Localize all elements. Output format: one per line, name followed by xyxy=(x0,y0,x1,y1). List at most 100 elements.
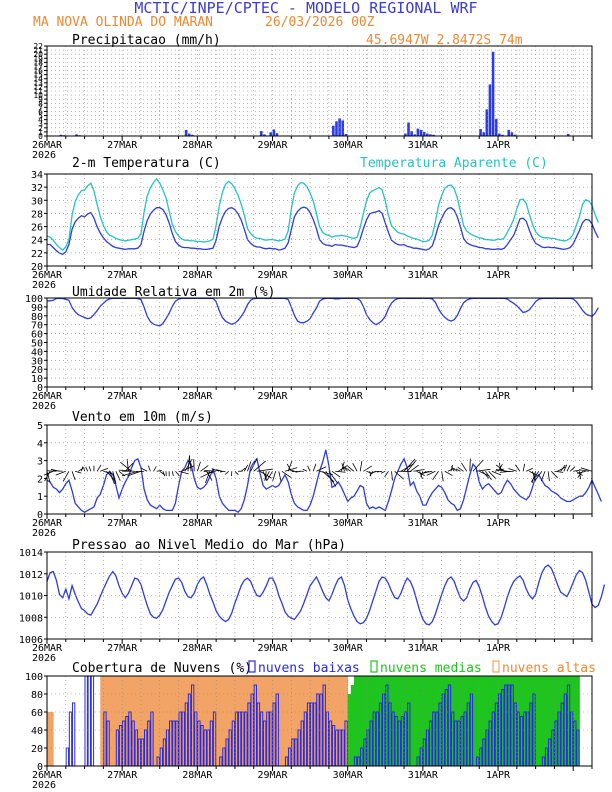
y-tick-label: 24 xyxy=(31,236,43,247)
pressure-frame xyxy=(46,551,593,640)
precip-bar xyxy=(184,129,188,136)
wind-vector xyxy=(482,471,490,479)
x-start-label: 26MAR xyxy=(32,518,63,529)
cloud-mid-bar xyxy=(353,676,358,766)
x-year-label: 2026 xyxy=(32,653,56,664)
wind-vector xyxy=(125,462,134,472)
cloud-mid-bar xyxy=(491,676,496,766)
y-tick-label: 3 xyxy=(37,457,43,468)
x-day-label: 30MAR xyxy=(333,518,364,529)
wind-vector xyxy=(331,470,341,478)
x-day-label: 28MAR xyxy=(182,770,213,781)
y-tick-label: 5 xyxy=(38,112,43,121)
temp-line xyxy=(47,206,599,256)
y-tick-label: 20 xyxy=(31,744,43,755)
precip-bar xyxy=(482,132,485,136)
wind-vector xyxy=(96,464,102,472)
precip-bar xyxy=(410,131,413,136)
cloud-high-bar xyxy=(156,676,161,766)
humidity-line xyxy=(47,297,599,327)
cloud-mid-bar xyxy=(469,676,474,766)
wind-vector xyxy=(243,464,248,472)
wind-vector xyxy=(569,466,576,472)
cloud-high-bar xyxy=(269,676,273,766)
cloud-mid-bar xyxy=(379,676,383,766)
y-tick-label: 100 xyxy=(25,294,43,305)
wind-vector xyxy=(498,462,502,472)
wind-vector xyxy=(531,471,540,482)
cloud-high-bar xyxy=(335,676,339,766)
x-day-label: 28MAR xyxy=(182,643,213,654)
cloud-mid-bar xyxy=(557,676,562,766)
x-day-label: 31MAR xyxy=(408,140,439,151)
x-day-label: 28MAR xyxy=(182,270,213,281)
wind-line xyxy=(46,449,602,514)
y-tick-label: 60 xyxy=(31,708,43,719)
wind-vector xyxy=(394,470,404,480)
cloud-low-bar xyxy=(87,675,91,767)
cloud-high-bar xyxy=(244,676,248,766)
wind-panel xyxy=(43,424,602,519)
x-day-label: 27MAR xyxy=(107,140,138,151)
cloud-mid-bar xyxy=(407,676,411,766)
y-tick-label: 100 xyxy=(25,672,43,683)
y-tick-label: 11 xyxy=(33,87,43,96)
cloud-mid-bar xyxy=(372,676,377,766)
wind-vector xyxy=(453,468,458,472)
cloud-mid-bar xyxy=(413,676,417,766)
cloud-mid-bar xyxy=(560,676,565,766)
wind-vector xyxy=(376,470,383,473)
y-tick-label: 0 xyxy=(37,383,43,394)
cloud-mid-bar xyxy=(516,676,521,766)
wind-vector xyxy=(461,462,468,472)
wind-vector xyxy=(363,465,373,472)
cloud-high-bar xyxy=(222,676,226,766)
precip-panel xyxy=(44,45,593,141)
wind-vector xyxy=(83,466,85,472)
cloud-mid-bar xyxy=(410,676,414,766)
cloud-high-bar xyxy=(178,676,183,766)
x-day-label: 28MAR xyxy=(182,391,213,402)
precip-bar xyxy=(332,125,335,136)
wind-vector xyxy=(380,470,386,474)
cloud-high-bar xyxy=(128,676,132,766)
wind-vector xyxy=(578,469,589,472)
wind-vector xyxy=(288,468,295,472)
cloud-high-bar xyxy=(322,676,327,766)
cloud-high-bar xyxy=(238,676,242,766)
wind-vector xyxy=(328,471,338,484)
y-tick-label: 10 xyxy=(33,91,43,100)
y-tick-label: 40 xyxy=(31,726,43,737)
cloud-high-bar xyxy=(216,676,220,766)
cloud-mid-bar xyxy=(538,676,543,766)
pressure-line xyxy=(46,564,606,626)
x-day-label: 28MAR xyxy=(182,140,213,151)
cloud-mid-bar xyxy=(425,676,430,766)
x-day-label: 31MAR xyxy=(408,270,439,281)
wind-vector xyxy=(100,467,109,472)
precip-bar xyxy=(341,120,345,136)
wind-vector xyxy=(71,471,76,481)
x-start-label: 26MAR xyxy=(32,391,63,402)
precip-bar xyxy=(191,134,194,136)
cloud-high-bar xyxy=(281,676,286,766)
cloud-mid-bar xyxy=(357,676,361,766)
wind-vector xyxy=(178,470,189,475)
pressure-title: Pressao ao Nivel Medio do Mar (hPa) xyxy=(72,538,346,553)
precip-bar xyxy=(59,134,63,136)
wind-vector xyxy=(540,471,546,482)
wind-vector xyxy=(211,468,220,472)
x-day-label: 27MAR xyxy=(107,270,138,281)
wind-vector xyxy=(515,464,521,472)
cloud-mid-bar xyxy=(404,676,408,766)
cloud-high-bar xyxy=(219,676,223,766)
y-tick-label: 40 xyxy=(31,347,43,358)
cloud-high-bar xyxy=(187,676,192,766)
wind-vector xyxy=(262,471,268,482)
precip-bar xyxy=(272,129,276,136)
cloud-mid-bar xyxy=(360,676,364,766)
temp-frame xyxy=(46,173,593,267)
precip-bar xyxy=(344,133,348,136)
wind-vector xyxy=(156,470,162,472)
